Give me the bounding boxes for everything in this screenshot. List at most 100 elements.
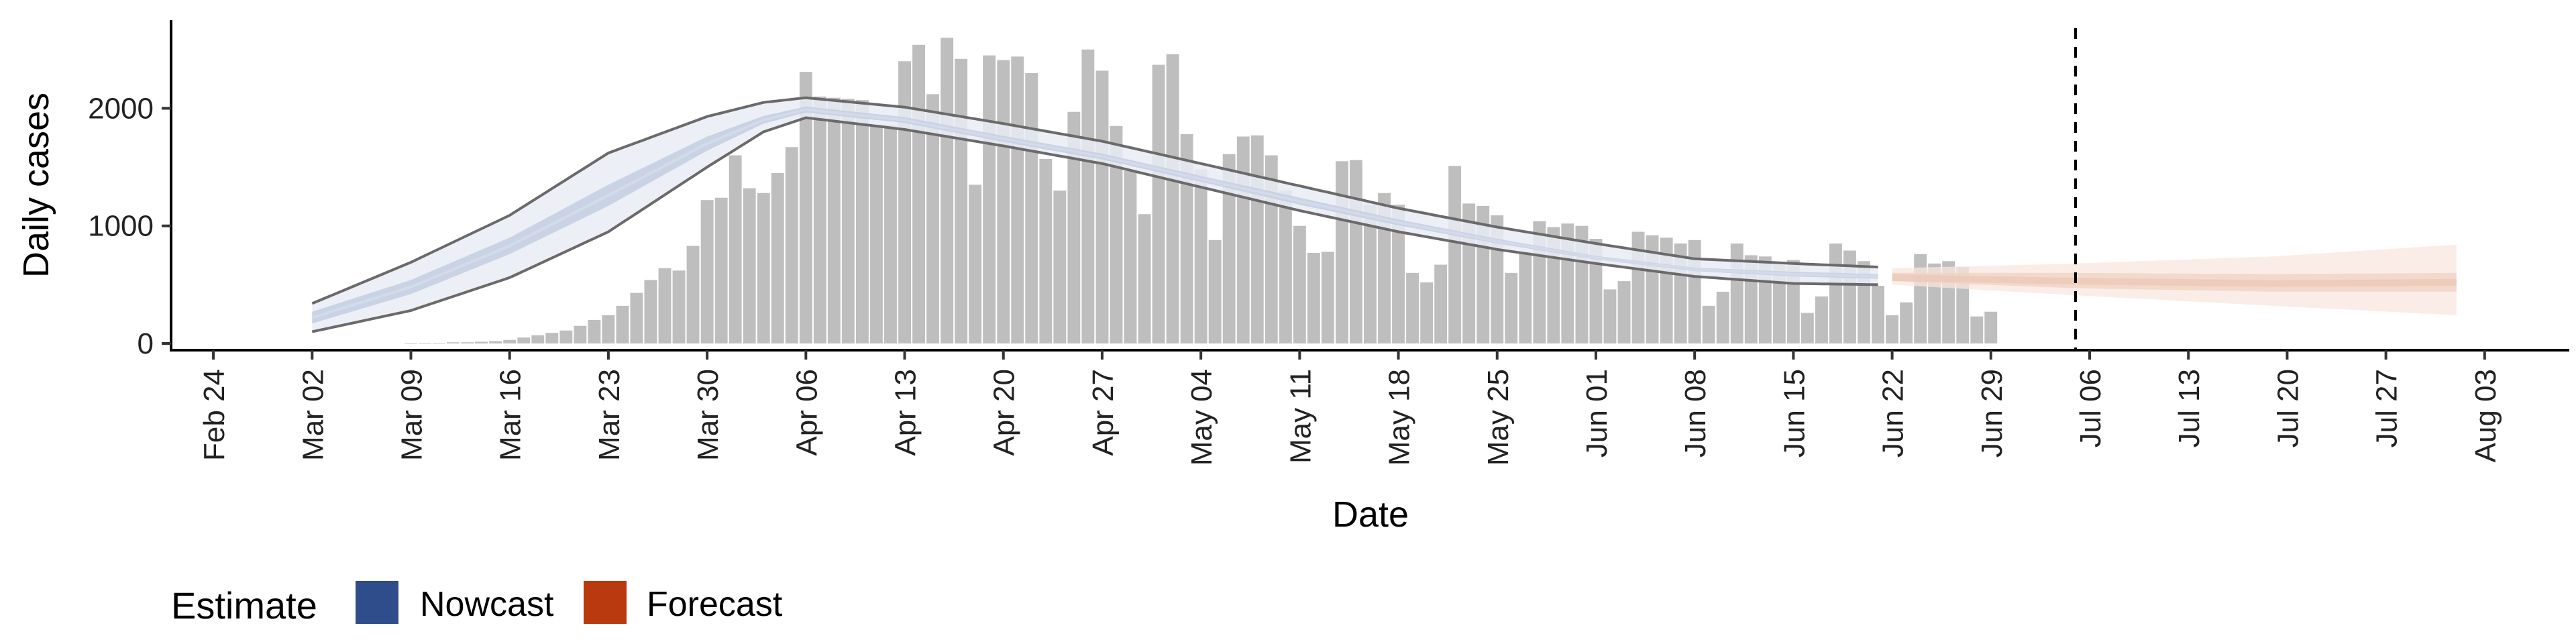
case-bar bbox=[1279, 191, 1292, 343]
x-tick-label: Aug 03 bbox=[2469, 369, 2502, 462]
case-bar bbox=[926, 94, 939, 343]
case-bar bbox=[1984, 311, 1998, 343]
case-bar bbox=[461, 342, 474, 343]
case-bar bbox=[1236, 136, 1250, 343]
y-tick-label: 2000 bbox=[88, 92, 154, 125]
case-bar bbox=[1730, 244, 1743, 343]
x-tick-label: Apr 06 bbox=[790, 369, 823, 456]
x-tick-label: Mar 09 bbox=[396, 369, 429, 461]
case-bar bbox=[1321, 252, 1334, 343]
x-tick-label: Jul 20 bbox=[2271, 369, 2304, 447]
x-tick-label: Jun 08 bbox=[1679, 369, 1712, 458]
case-bar bbox=[1772, 264, 1786, 343]
y-axis-ticks: 0 1000 2000 bbox=[88, 92, 171, 360]
y-tick-label: 1000 bbox=[88, 210, 154, 243]
case-bar bbox=[1293, 225, 1306, 343]
case-bar bbox=[1067, 111, 1081, 343]
x-tick-label: Jul 06 bbox=[2074, 369, 2107, 447]
case-bar bbox=[1194, 169, 1208, 343]
case-bar bbox=[588, 319, 601, 343]
case-bar bbox=[1603, 289, 1617, 343]
case-bar bbox=[1364, 205, 1377, 343]
case-bar bbox=[686, 246, 700, 343]
case-bar bbox=[813, 96, 826, 343]
case-bar bbox=[658, 268, 672, 343]
case-bar bbox=[517, 337, 531, 343]
forecast-median-line bbox=[1892, 274, 2457, 287]
nowcast-upper-line bbox=[311, 96, 1878, 305]
x-tick-label: Mar 02 bbox=[297, 369, 329, 461]
case-bar bbox=[997, 60, 1010, 343]
x-tick-label: Jun 01 bbox=[1580, 369, 1613, 458]
case-bar bbox=[531, 335, 545, 343]
y-tick-label: 0 bbox=[138, 327, 154, 360]
x-axis-title: Date bbox=[1332, 494, 1409, 535]
case-bar bbox=[1025, 72, 1038, 344]
case-bar bbox=[1886, 315, 1898, 343]
case-bar bbox=[898, 61, 911, 344]
case-bar bbox=[1392, 205, 1405, 343]
x-tick-label: Mar 30 bbox=[692, 369, 724, 461]
case-bar bbox=[1801, 313, 1814, 343]
case-bar bbox=[1039, 158, 1053, 344]
case-bar bbox=[1617, 281, 1631, 343]
case-bar bbox=[757, 193, 770, 343]
case-bar bbox=[1872, 286, 1884, 343]
case-bar bbox=[955, 58, 968, 344]
case-bar bbox=[983, 55, 996, 343]
x-axis-ticks: Feb 24 Mar 02 Mar 09 Mar 16 Mar 23 Mar 30 Apr … bbox=[198, 350, 2502, 466]
case-bar bbox=[969, 184, 982, 343]
case-bar bbox=[503, 339, 517, 343]
x-tick-label: Jun 22 bbox=[1877, 369, 1910, 458]
case-bar bbox=[1208, 239, 1222, 343]
case-bar bbox=[574, 325, 587, 343]
x-tick-label: Jul 13 bbox=[2173, 369, 2206, 447]
x-tick-label: Feb 24 bbox=[198, 369, 231, 461]
case-bar bbox=[475, 341, 488, 343]
x-tick-label: Apr 27 bbox=[1087, 369, 1120, 456]
case-bar bbox=[870, 125, 883, 343]
case-bar bbox=[1505, 272, 1518, 343]
nowcast-median-line bbox=[311, 108, 1878, 319]
case-bar bbox=[743, 188, 756, 343]
case-bar bbox=[559, 330, 573, 343]
case-bar bbox=[841, 99, 855, 343]
case-bar bbox=[1110, 125, 1123, 343]
x-tick-label: Jun 15 bbox=[1778, 369, 1811, 458]
x-tick-label: May 11 bbox=[1284, 369, 1317, 464]
x-tick-label: Jul 27 bbox=[2371, 369, 2404, 447]
case-bar bbox=[644, 280, 657, 343]
case-bar bbox=[545, 333, 559, 343]
case-bar bbox=[1095, 70, 1109, 344]
case-bar bbox=[672, 270, 686, 343]
legend-label-forecast: Forecast bbox=[647, 585, 783, 624]
case-bar bbox=[1900, 302, 1913, 343]
case-bar bbox=[729, 155, 742, 343]
case-bar bbox=[785, 147, 798, 344]
case-bar bbox=[1307, 253, 1320, 343]
x-tick-label: May 25 bbox=[1482, 369, 1515, 466]
x-tick-label: Mar 16 bbox=[494, 369, 527, 461]
case-bar bbox=[1970, 316, 1984, 343]
legend-title: Estimate bbox=[171, 584, 317, 627]
case-bar bbox=[1222, 154, 1236, 344]
case-bar bbox=[827, 97, 841, 343]
case-bar bbox=[700, 200, 714, 343]
case-bar bbox=[1350, 160, 1362, 343]
case-bar bbox=[799, 72, 812, 343]
case-bar bbox=[616, 305, 629, 343]
case-bar bbox=[912, 44, 925, 344]
case-bar bbox=[1124, 170, 1137, 344]
nowcast-outer-band bbox=[312, 97, 1878, 332]
x-tick-label: May 04 bbox=[1185, 369, 1218, 466]
case-bar bbox=[1138, 214, 1151, 343]
nowcast-lower-line bbox=[311, 116, 1878, 333]
case-bar bbox=[856, 100, 869, 343]
case-bar bbox=[447, 342, 460, 343]
legend: Estimate Nowcast Forecast bbox=[171, 581, 783, 627]
case-bar bbox=[771, 172, 784, 343]
case-bar bbox=[1011, 56, 1024, 344]
x-tick-label: Apr 20 bbox=[988, 369, 1021, 456]
